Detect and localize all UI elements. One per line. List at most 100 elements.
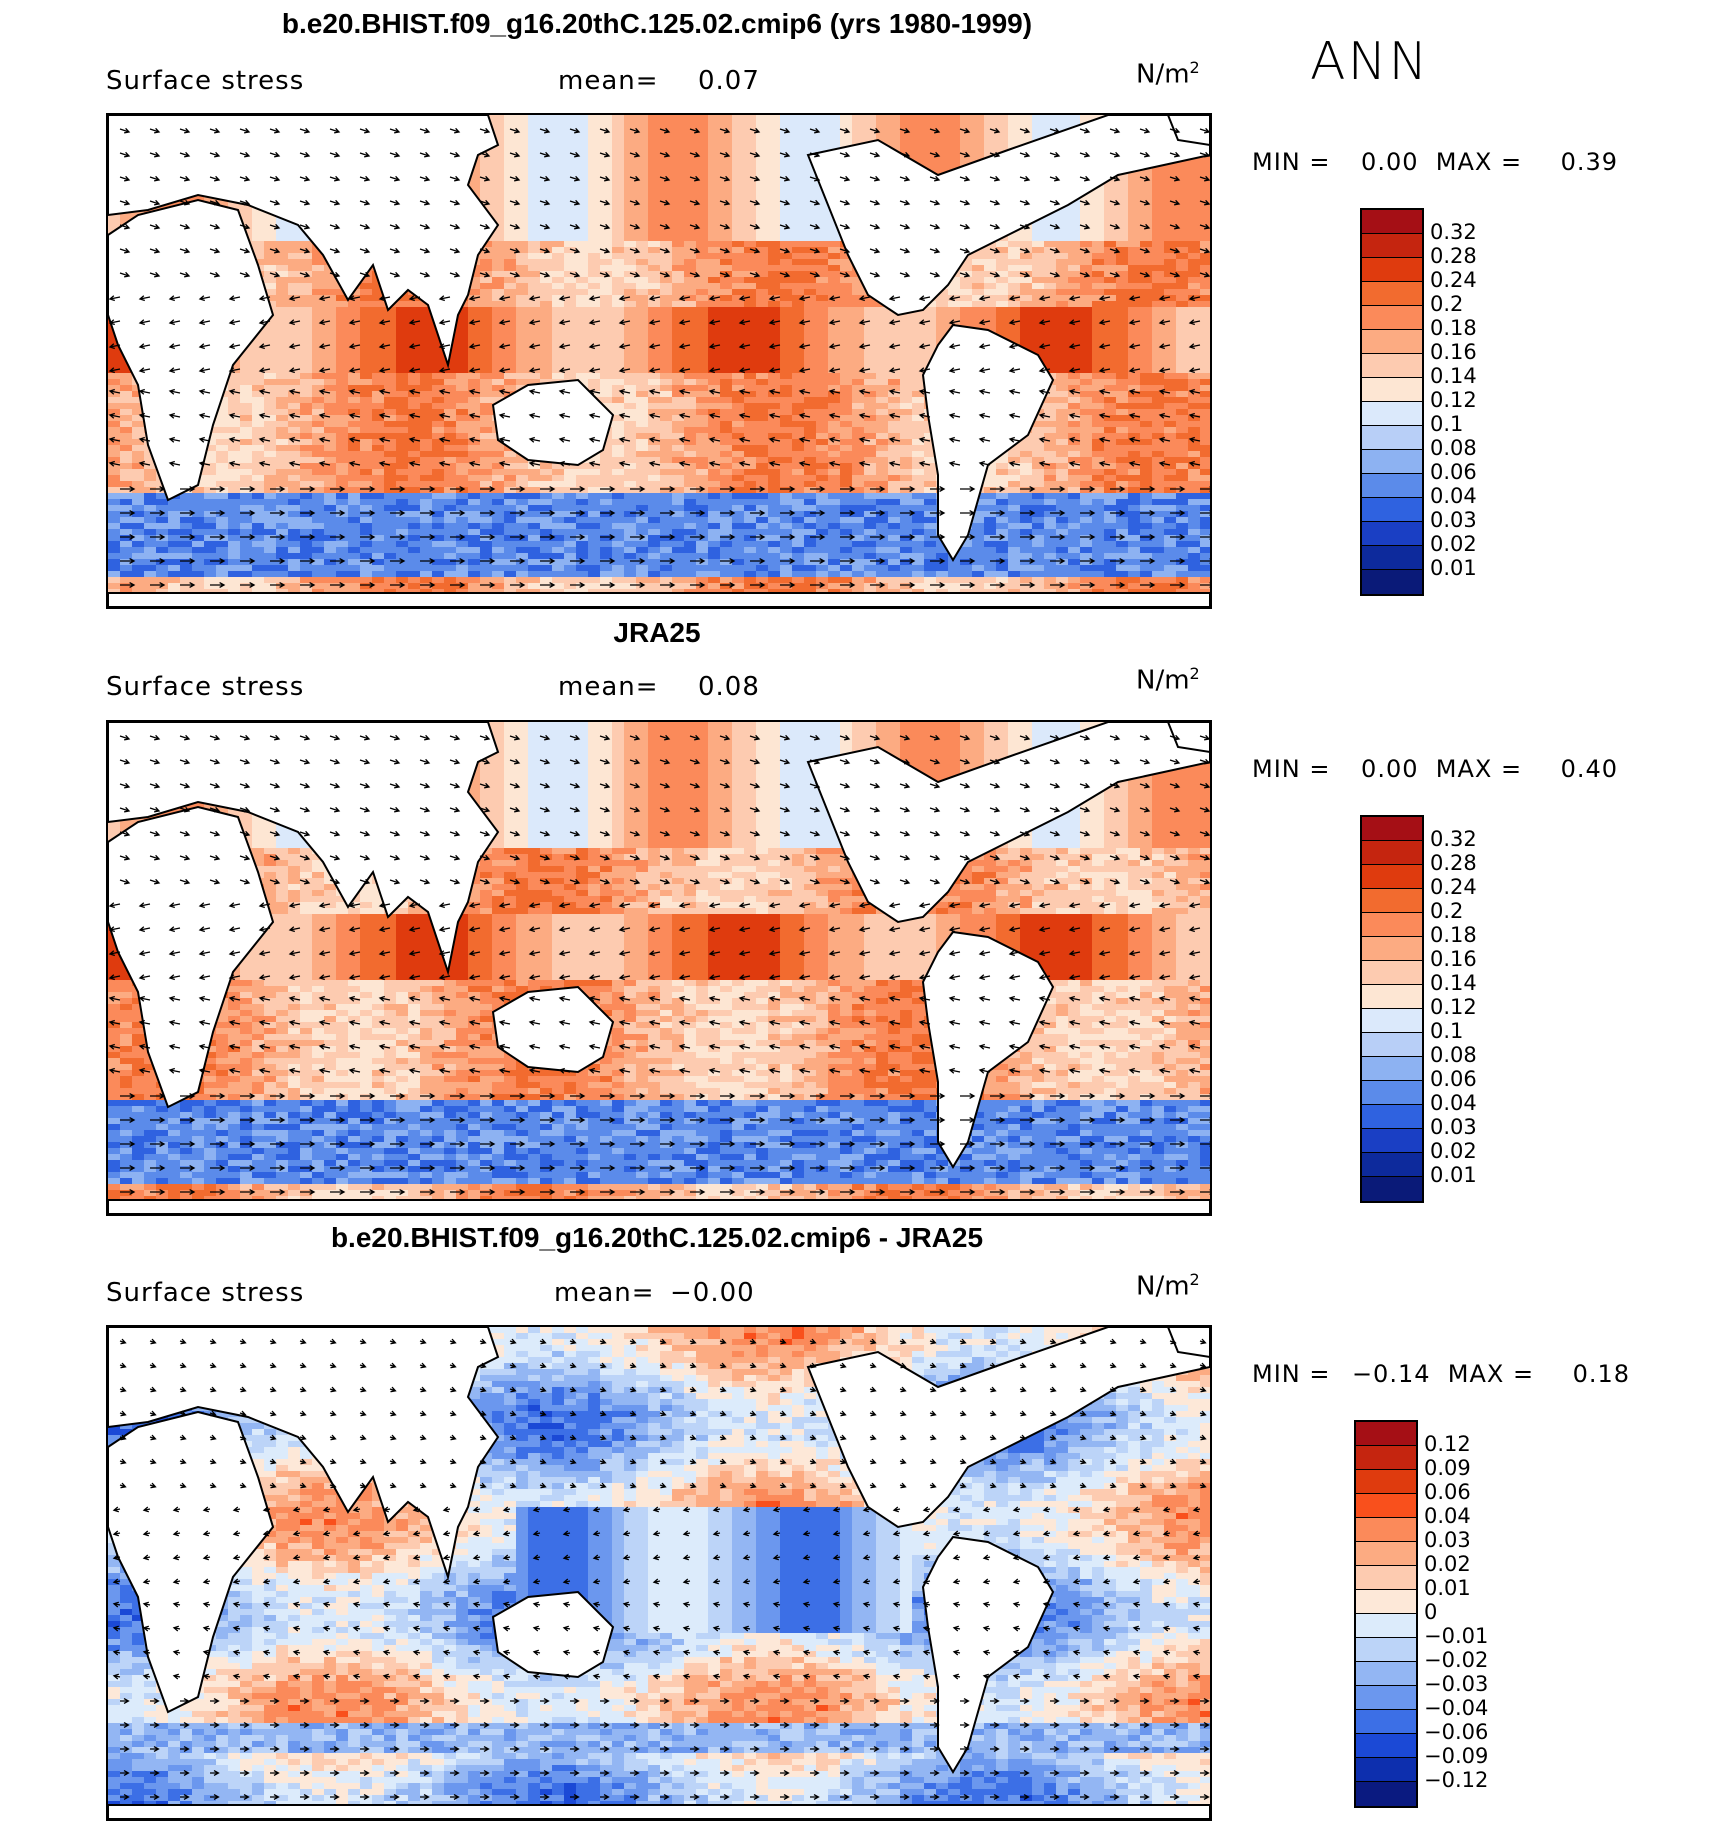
colorbar-tick-label: 0.02 bbox=[1430, 532, 1477, 556]
colorbar-tick-label: −0.03 bbox=[1424, 1672, 1488, 1696]
map-panel-3 bbox=[106, 1325, 1212, 1821]
colorbar-swatch bbox=[1362, 522, 1422, 546]
colorbar-tick-label: 0.24 bbox=[1430, 875, 1477, 899]
colorbar-swatch bbox=[1362, 937, 1422, 961]
colorbar-swatch bbox=[1356, 1542, 1416, 1566]
colorbar-tick-label: 0.18 bbox=[1430, 923, 1477, 947]
panel-title: JRA25 bbox=[106, 617, 1208, 649]
colorbar-swatch bbox=[1362, 1057, 1422, 1081]
min-max-readout: MIN =−0.14 MAX =0.18 bbox=[1252, 1360, 1630, 1388]
units-label: N/m2 bbox=[1136, 58, 1200, 90]
colorbar-tick-label: 0.18 bbox=[1430, 316, 1477, 340]
colorbar-tick-label: 0.1 bbox=[1430, 412, 1463, 436]
colorbar-tick-label: 0.16 bbox=[1430, 947, 1477, 971]
colorbar-tick-label: 0.03 bbox=[1430, 508, 1477, 532]
variable-label: Surface stress bbox=[106, 66, 304, 96]
colorbar-tick-label: −0.02 bbox=[1424, 1648, 1488, 1672]
mean-value: 0.08 bbox=[698, 672, 760, 702]
colorbar-swatch bbox=[1356, 1590, 1416, 1614]
panel-title: b.e20.BHIST.f09_g16.20thC.125.02.cmip6 -… bbox=[106, 1222, 1208, 1254]
colorbar-swatch bbox=[1362, 1153, 1422, 1177]
colorbar-swatch bbox=[1362, 570, 1422, 594]
panel-title: b.e20.BHIST.f09_g16.20thC.125.02.cmip6 (… bbox=[106, 8, 1208, 40]
mean-value: −0.00 bbox=[670, 1278, 755, 1308]
map-panel-1 bbox=[106, 113, 1212, 609]
colorbar-tick-label: 0.16 bbox=[1430, 340, 1477, 364]
min-max-readout: MIN =0.00 MAX =0.40 bbox=[1252, 755, 1618, 783]
colorbar-swatch bbox=[1362, 1033, 1422, 1057]
colorbar-swatch bbox=[1362, 889, 1422, 913]
colorbar-tick-label: −0.06 bbox=[1424, 1720, 1488, 1744]
mean-label: mean= bbox=[558, 672, 659, 702]
colorbar-tick-label: 0.04 bbox=[1430, 1091, 1477, 1115]
colorbar-swatches bbox=[1354, 1420, 1418, 1808]
colorbar-swatch bbox=[1362, 426, 1422, 450]
units-label: N/m2 bbox=[1136, 664, 1200, 696]
colorbar-tick-label: 0.32 bbox=[1430, 220, 1477, 244]
colorbar-tick-label: 0.28 bbox=[1430, 851, 1477, 875]
colorbar-tick-label: 0.02 bbox=[1424, 1552, 1471, 1576]
colorbar-swatch bbox=[1362, 1105, 1422, 1129]
colorbar-swatch bbox=[1356, 1470, 1416, 1494]
colorbar-swatch bbox=[1362, 282, 1422, 306]
colorbar-tick-label: 0.06 bbox=[1424, 1480, 1471, 1504]
map-panel-2 bbox=[106, 720, 1212, 1216]
colorbar-tick-label: 0.12 bbox=[1424, 1432, 1471, 1456]
colorbar-swatch bbox=[1356, 1446, 1416, 1470]
colorbar-tick-label: 0.28 bbox=[1430, 244, 1477, 268]
colorbar-swatch bbox=[1356, 1518, 1416, 1542]
colorbar-swatch bbox=[1356, 1710, 1416, 1734]
mean-label: mean= bbox=[558, 66, 659, 96]
variable-label: Surface stress bbox=[106, 672, 304, 702]
colorbar-tick-label: 0.02 bbox=[1430, 1139, 1477, 1163]
colorbar-swatch bbox=[1362, 474, 1422, 498]
colorbar-tick-label: 0.14 bbox=[1430, 364, 1477, 388]
mean-value: 0.07 bbox=[698, 66, 760, 96]
colorbar-swatch bbox=[1362, 354, 1422, 378]
colorbar-swatch bbox=[1356, 1566, 1416, 1590]
colorbar-swatch bbox=[1362, 841, 1422, 865]
colorbar-swatch bbox=[1356, 1734, 1416, 1758]
colorbar-tick-label: 0.06 bbox=[1430, 1067, 1477, 1091]
colorbar-tick-label: −0.12 bbox=[1424, 1768, 1488, 1792]
colorbar-tick-label: 0 bbox=[1424, 1600, 1437, 1624]
colorbar-swatch bbox=[1362, 450, 1422, 474]
colorbar-swatch bbox=[1362, 306, 1422, 330]
colorbar-tick-label: 0.04 bbox=[1430, 484, 1477, 508]
colorbar-swatch bbox=[1356, 1662, 1416, 1686]
colorbar-tick-label: 0.01 bbox=[1430, 1163, 1477, 1187]
colorbar-swatch bbox=[1356, 1422, 1416, 1446]
colorbar-tick-label: 0.09 bbox=[1424, 1456, 1471, 1480]
colorbar-tick-label: 0.2 bbox=[1430, 899, 1463, 923]
colorbar-swatch bbox=[1362, 1081, 1422, 1105]
mean-label: mean= bbox=[554, 1278, 655, 1308]
colorbar-tick-label: 0.06 bbox=[1430, 460, 1477, 484]
colorbar-swatch bbox=[1356, 1614, 1416, 1638]
colorbar-swatch bbox=[1362, 1009, 1422, 1033]
colorbar-swatch bbox=[1362, 1177, 1422, 1201]
colorbar-swatch bbox=[1362, 985, 1422, 1009]
colorbar-swatches bbox=[1360, 208, 1424, 596]
colorbar-tick-label: 0.03 bbox=[1430, 1115, 1477, 1139]
colorbar-tick-label: −0.09 bbox=[1424, 1744, 1488, 1768]
colorbar-swatch bbox=[1356, 1638, 1416, 1662]
variable-label: Surface stress bbox=[106, 1278, 304, 1308]
colorbar-tick-label: 0.01 bbox=[1430, 556, 1477, 580]
colorbar-swatch bbox=[1362, 330, 1422, 354]
colorbar-swatch bbox=[1362, 402, 1422, 426]
colorbar-swatch bbox=[1362, 498, 1422, 522]
colorbar-swatch bbox=[1362, 817, 1422, 841]
colorbar-tick-label: 0.24 bbox=[1430, 268, 1477, 292]
colorbar-swatch bbox=[1356, 1782, 1416, 1806]
colorbar-tick-label: 0.12 bbox=[1430, 388, 1477, 412]
colorbar-swatches bbox=[1360, 815, 1424, 1203]
colorbar-swatch bbox=[1362, 1129, 1422, 1153]
colorbar-tick-label: −0.04 bbox=[1424, 1696, 1488, 1720]
colorbar-tick-label: 0.04 bbox=[1424, 1504, 1471, 1528]
colorbar-tick-label: 0.08 bbox=[1430, 436, 1477, 460]
colorbar-swatch bbox=[1362, 210, 1422, 234]
colorbar-swatch bbox=[1362, 378, 1422, 402]
colorbar-tick-label: 0.01 bbox=[1424, 1576, 1471, 1600]
colorbar-tick-label: 0.32 bbox=[1430, 827, 1477, 851]
colorbar-swatch bbox=[1356, 1686, 1416, 1710]
